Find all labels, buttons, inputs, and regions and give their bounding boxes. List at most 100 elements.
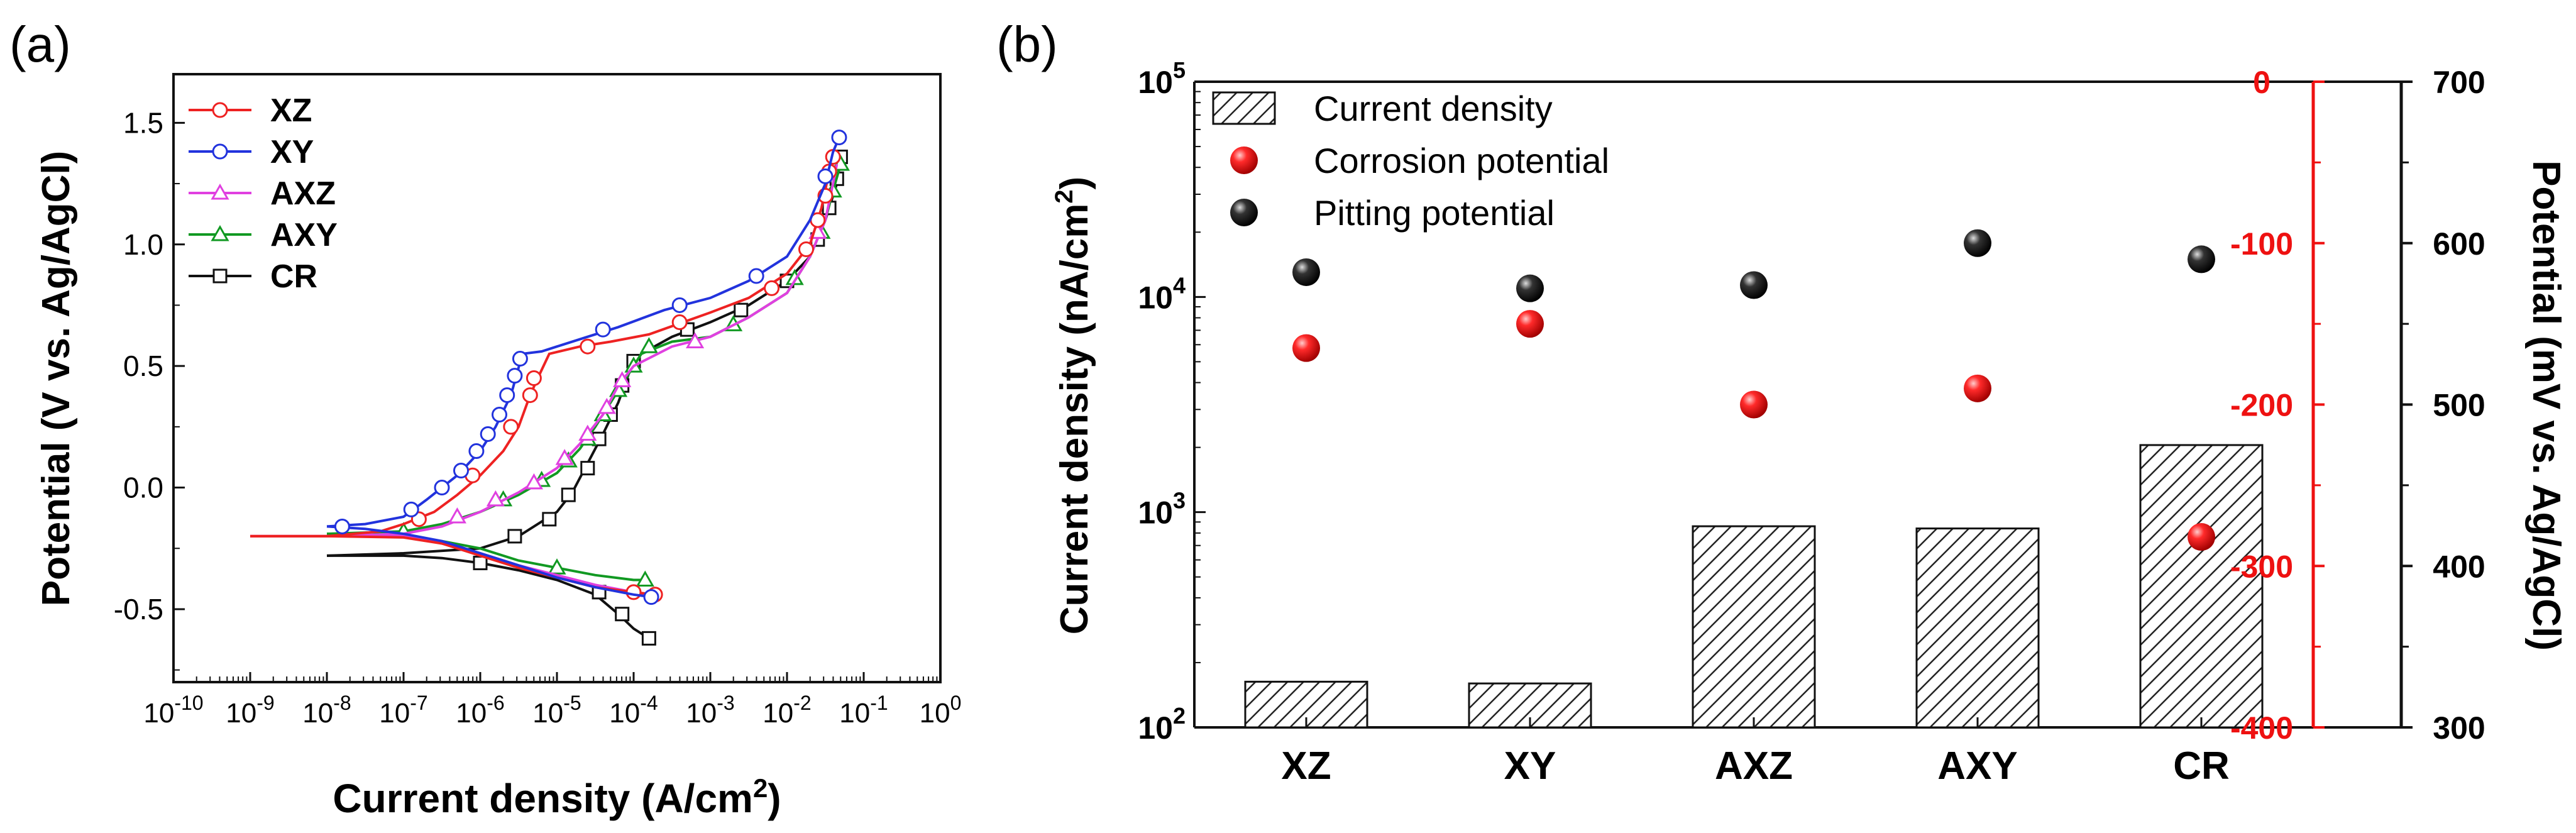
series-marker <box>548 558 566 575</box>
corrosion-point-cr <box>2188 523 2215 551</box>
left-tick-base: 10 <box>1138 495 1173 531</box>
x-tick-exponent: -1 <box>870 692 888 714</box>
panel-a-x-ticks: 10-10 10-9 10-8 10-7 10-6 10-5 10-4 10-3 10-2 10-… <box>143 672 961 729</box>
series-marker <box>334 518 350 534</box>
panel-b-left-axis-label-sup: 2 <box>1050 189 1078 203</box>
x-tick-label: 10-10 <box>143 692 203 729</box>
legend-black-swatch <box>1230 199 1258 226</box>
legend-label-corrosion-potential: Corrosion potential <box>1314 141 1609 180</box>
red-tick-label: -400 <box>2230 710 2293 746</box>
x-tick-label: 10-4 <box>609 692 658 729</box>
pitting-point-xz <box>1292 258 1320 286</box>
x-tick-label: 10-1 <box>839 692 888 729</box>
x-tick-label: 10-6 <box>456 692 504 729</box>
red-tick-label: 0 <box>2253 65 2271 100</box>
panel-a-y-ticks: -0.5 0.0 0.5 1.0 1.5 <box>114 106 185 671</box>
bar-axy <box>1915 527 2040 729</box>
series-marker <box>507 529 522 544</box>
series-marker <box>473 555 488 570</box>
series-marker <box>512 351 528 367</box>
corrosion-point-xz <box>1292 334 1320 362</box>
left-tick-base: 10 <box>1138 280 1173 315</box>
x-tick-base: 10 <box>609 698 640 729</box>
category-label-cr: CR <box>2173 744 2230 788</box>
corrosion-point-xy <box>1516 310 1544 338</box>
x-tick-label: 10-5 <box>532 692 581 729</box>
series-marker <box>580 461 595 476</box>
series-marker <box>507 368 523 384</box>
y-tick-label: 1.0 <box>123 228 163 261</box>
legend-label-current-density: Current density <box>1314 89 1553 128</box>
left-tick-label: 104 <box>1138 272 1186 315</box>
series-marker <box>580 338 596 355</box>
series-cr <box>326 150 848 646</box>
x-tick-exponent: -4 <box>640 692 658 714</box>
category-label-axz: AXZ <box>1715 744 1793 788</box>
x-tick-label: 10-3 <box>686 692 734 729</box>
panel-a-series <box>250 130 850 646</box>
series-marker <box>453 462 469 478</box>
series-marker <box>448 507 466 524</box>
bar-axz <box>1692 525 1816 729</box>
panel-b-left-axis-label-main: Current density (nA/cm <box>1053 204 1096 635</box>
legend-marker <box>212 102 228 118</box>
series-marker <box>671 314 688 331</box>
series-marker <box>595 321 611 338</box>
x-tick-exponent: -9 <box>256 692 274 714</box>
series-axy <box>326 155 850 587</box>
series-marker <box>748 268 764 284</box>
left-tick-label: 103 <box>1138 488 1186 531</box>
panel-b-label: (b) <box>996 16 1058 72</box>
series-marker <box>578 424 597 441</box>
panel-a-legend: XZ XY AXZ AXY CR <box>189 92 338 295</box>
panel-b-right-axis-label: Potential (mV vs. Ag/AgCl) <box>2524 160 2568 651</box>
series-marker <box>468 443 485 460</box>
series-marker <box>785 268 804 285</box>
x-tick-base: 10 <box>762 698 793 729</box>
series-marker <box>625 584 642 600</box>
series-marker <box>734 302 749 317</box>
x-tick-exponent: -7 <box>410 692 427 714</box>
series-marker <box>615 607 630 622</box>
x-tick-exponent: -10 <box>174 692 203 714</box>
panel-b-points <box>1292 229 2215 551</box>
panel-b-red-ticks: -400 -300 -200 -100 0 <box>2230 65 2325 746</box>
series-line-cathodic <box>326 525 652 599</box>
x-tick-base: 10 <box>456 698 487 729</box>
x-tick-base: 10 <box>686 698 717 729</box>
series-line-cathodic <box>327 554 650 640</box>
series-xy <box>326 130 847 605</box>
pitting-point-cr <box>2188 245 2215 273</box>
x-tick-base: 10 <box>379 698 410 729</box>
x-tick-label: 10-8 <box>302 692 351 729</box>
x-tick-base: 10 <box>302 698 333 729</box>
legend-label-xz: XZ <box>270 92 312 129</box>
x-tick-label: 10-7 <box>379 692 427 729</box>
y-tick-label: 1.5 <box>123 106 163 139</box>
bar-cr <box>2139 444 2264 729</box>
black-tick-label: 500 <box>2433 388 2485 423</box>
panel-b-category-labels: XZ XY AXZ AXY CR <box>1281 717 2230 788</box>
panel-a-x-axis-label: Current density (A/cm2) <box>333 773 781 821</box>
series-marker <box>434 480 450 496</box>
x-tick-base: 10 <box>226 698 256 729</box>
series-marker <box>555 449 574 465</box>
pitting-point-xy <box>1516 274 1544 302</box>
x-tick-label: 10-9 <box>226 692 274 729</box>
corrosion-point-axy <box>1964 374 1991 402</box>
series-marker <box>831 130 847 146</box>
series-marker <box>522 387 538 404</box>
black-tick-label: 300 <box>2433 710 2485 746</box>
pitting-point-axz <box>1740 271 1768 299</box>
series-line-anodic <box>326 157 842 557</box>
black-tick-label: 400 <box>2433 549 2485 584</box>
left-tick-exponent: 3 <box>1173 488 1186 514</box>
legend-hatch-swatch <box>1212 91 1276 125</box>
series-marker <box>524 473 543 490</box>
series-marker <box>641 631 656 646</box>
panel-b-left-axis-label-end: ) <box>1053 177 1096 190</box>
series-marker <box>643 589 659 605</box>
category-label-xy: XY <box>1504 744 1556 788</box>
series-marker <box>526 370 542 386</box>
